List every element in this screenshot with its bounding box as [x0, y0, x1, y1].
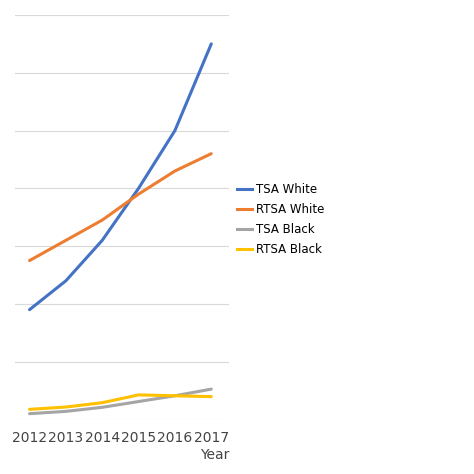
Legend: TSA White, RTSA White, TSA Black, RTSA Black: TSA White, RTSA White, TSA Black, RTSA B… [237, 182, 325, 256]
Text: Year: Year [200, 448, 229, 462]
